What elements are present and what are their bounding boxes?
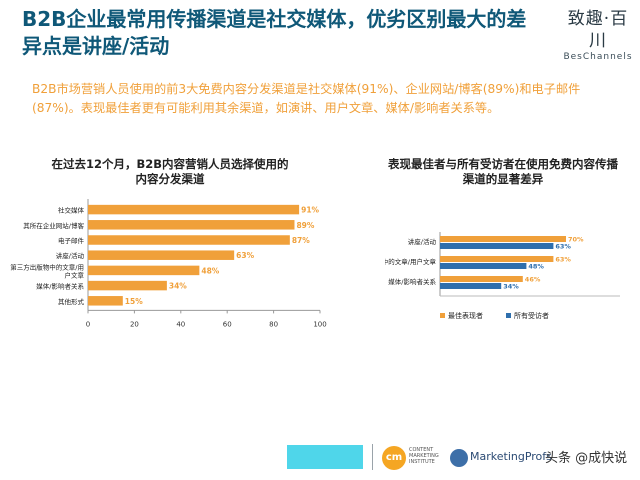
page-title: B2B企业最常用传播渠道是社交媒体，优劣区别最大的差异点是讲座/活动 (22, 7, 527, 58)
x-tick-label: 100 (313, 320, 326, 328)
category-label: 其他形式 (58, 297, 85, 306)
description-text: B2B市场营销人员使用的前3大免费内容分发渠道是社交媒体(91%)、企业网站/博… (32, 82, 581, 115)
chart-title-line: 在过去12个月，B2B内容营销人员选择使用的 (51, 157, 288, 171)
category-label: 电子邮件 (58, 236, 85, 245)
footer-divider (372, 444, 373, 470)
bar (88, 265, 200, 276)
bar-value-label: 70% (568, 236, 584, 244)
category-label: 媒体/影响者关系 (36, 282, 84, 291)
bar (88, 220, 295, 230)
marketingprofs-logo: MarketingProfs (450, 447, 552, 471)
bar (440, 256, 554, 262)
cmi-badge: cm (382, 446, 406, 470)
bar-value-label: 63% (555, 256, 571, 264)
cmi-name: CONTENT MARKETING INSTITUTE (409, 447, 439, 465)
watermark: 头条 @成快说 (545, 451, 628, 466)
legend-swatch (506, 313, 511, 318)
brand-name-en: BesChannels (563, 52, 633, 62)
category-label: 媒体/影响者关系 (388, 277, 436, 286)
x-tick-label: 0 (86, 320, 90, 328)
bar (88, 250, 235, 260)
legend-label: 所有受访者 (514, 311, 549, 320)
category-label: 其所在企业网站/博客 (23, 221, 84, 230)
x-tick-label: 20 (130, 320, 139, 328)
bar (440, 236, 566, 242)
bar-value-label: 46% (525, 276, 541, 284)
bar-value-label: 34% (503, 283, 519, 291)
marketingprofs-icon (450, 449, 468, 467)
bar-value-label: 48% (201, 266, 219, 275)
bar (440, 276, 523, 282)
legend-swatch (440, 313, 445, 318)
category-label: 讲座/活动 (56, 251, 85, 260)
bar-value-label: 91% (301, 206, 319, 215)
bar-value-label: 89% (296, 221, 314, 230)
bar (88, 296, 123, 306)
category-label: 户文章 (65, 270, 85, 279)
bar (88, 204, 300, 215)
category-label: 第三方出版物中的文章/用户文章 (385, 257, 436, 266)
highlight-box (287, 445, 363, 469)
bar-value-label: 15% (125, 297, 143, 306)
brand-name-cn: 致趣·百川 (567, 9, 629, 51)
bar (88, 235, 290, 245)
bar (440, 243, 554, 249)
bar (88, 280, 167, 291)
category-label: 第三方出版物中的文章/用 (10, 262, 84, 271)
chart-title-line: 内容分发渠道 (136, 172, 205, 186)
bar (440, 283, 502, 289)
brand-logo: 致趣·百川 BesChannels (560, 8, 636, 62)
bar-value-label: 34% (169, 282, 187, 291)
category-label: 社交媒体 (58, 206, 85, 215)
x-tick-label: 60 (223, 320, 232, 328)
bar (440, 263, 527, 269)
chart-title-line: 渠道的显著差异 (462, 172, 544, 186)
legend-label: 最佳表现者 (448, 311, 483, 320)
marketingprofs-name: MarketingProfs (470, 450, 552, 463)
x-tick-label: 80 (269, 320, 278, 328)
cmi-logo: cm CONTENT MARKETING INSTITUTE (382, 444, 448, 474)
category-label: 讲座/活动 (408, 237, 437, 246)
chart-title-line: 表现最佳者与所有受访者在使用免费内容传播 (387, 157, 618, 171)
bar-value-label: 48% (528, 263, 544, 271)
x-tick-label: 40 (176, 320, 185, 328)
bar-value-label: 63% (555, 243, 571, 251)
bar-value-label: 63% (236, 251, 254, 260)
bar-value-label: 87% (292, 236, 310, 245)
